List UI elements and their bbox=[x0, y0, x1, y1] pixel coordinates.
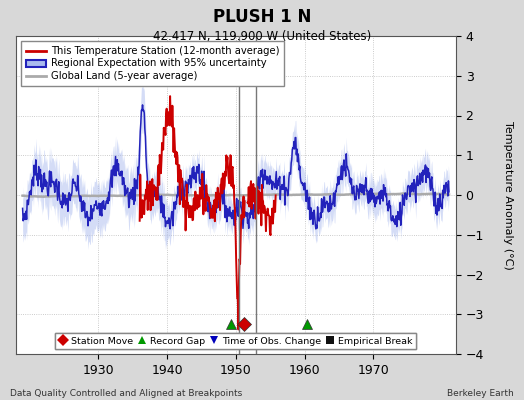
Text: Data Quality Controlled and Aligned at Breakpoints: Data Quality Controlled and Aligned at B… bbox=[10, 389, 243, 398]
Legend: Station Move, Record Gap, Time of Obs. Change, Empirical Break: Station Move, Record Gap, Time of Obs. C… bbox=[56, 333, 416, 349]
Text: PLUSH 1 N: PLUSH 1 N bbox=[213, 8, 311, 26]
Text: 42.417 N, 119.900 W (United States): 42.417 N, 119.900 W (United States) bbox=[153, 30, 371, 43]
Text: Berkeley Earth: Berkeley Earth bbox=[447, 389, 514, 398]
Y-axis label: Temperature Anomaly (°C): Temperature Anomaly (°C) bbox=[504, 121, 514, 269]
